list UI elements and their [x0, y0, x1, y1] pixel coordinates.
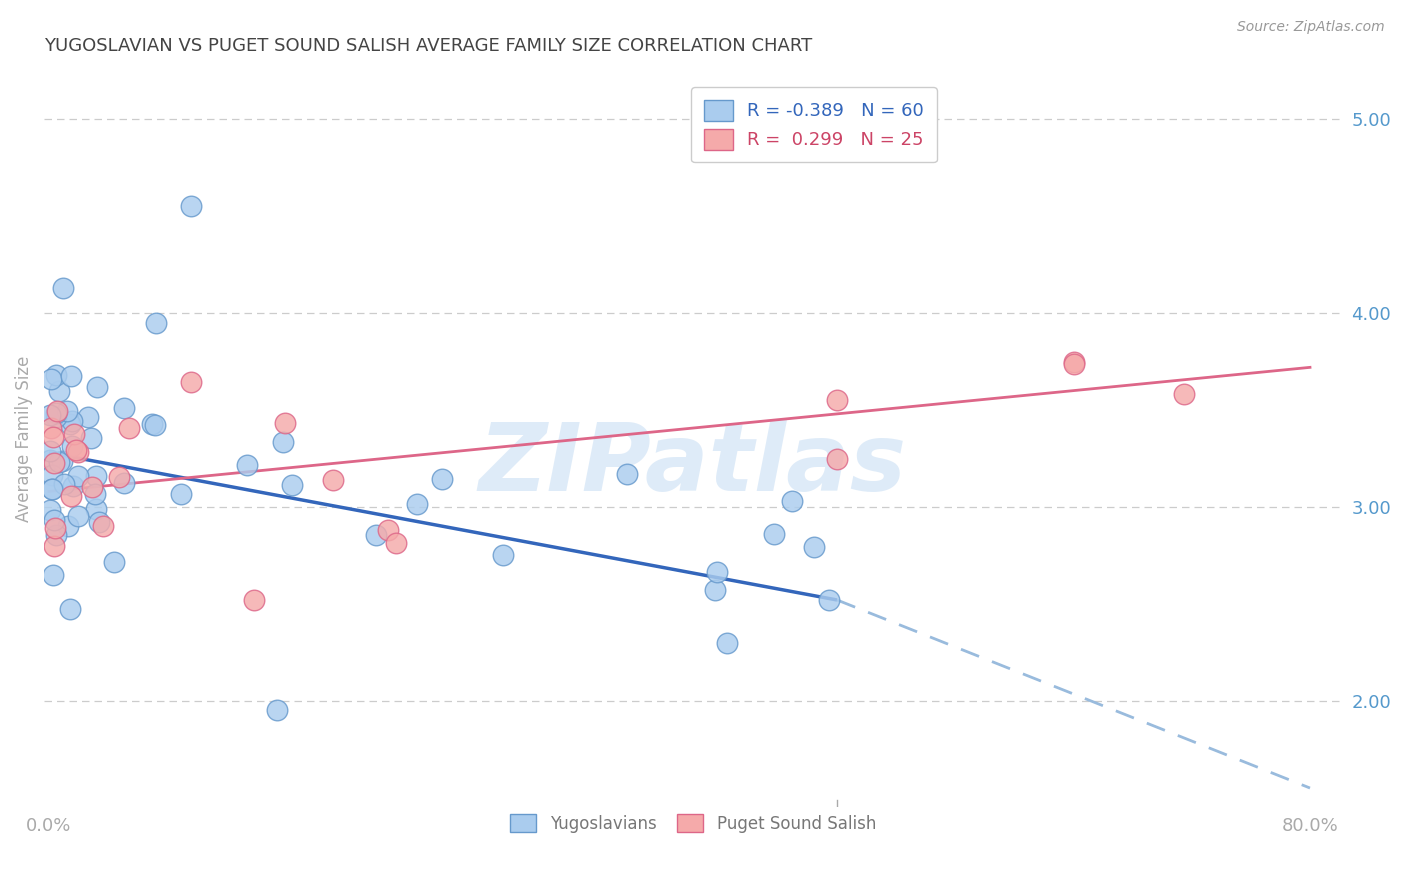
- Point: [60, 439, 83, 453]
- Text: ZIPatlas: ZIPatlas: [479, 419, 907, 511]
- Point: [42, 568, 65, 582]
- Point: [45, 527, 67, 541]
- Point: [44, 456, 66, 470]
- Point: [59, 417, 82, 431]
- Point: [107, 470, 129, 484]
- Point: [41, 482, 63, 496]
- Point: [65, 442, 87, 457]
- Point: [46, 404, 69, 418]
- Point: [41, 482, 63, 496]
- Point: [430, 472, 453, 486]
- Point: [51, 454, 73, 468]
- Point: [825, 393, 848, 408]
- Point: [143, 417, 166, 432]
- Point: [86, 469, 108, 483]
- Point: [76, 410, 98, 425]
- Point: [145, 316, 167, 330]
- Point: [56, 404, 79, 418]
- Point: [39, 444, 62, 458]
- Point: [48, 384, 70, 399]
- Point: [66, 445, 89, 459]
- Point: [1063, 357, 1085, 371]
- Point: [83, 487, 105, 501]
- Point: [405, 497, 427, 511]
- Point: [63, 427, 86, 442]
- Point: [67, 469, 90, 483]
- Point: [66, 509, 89, 524]
- Point: [82, 480, 104, 494]
- Point: [103, 556, 125, 570]
- Point: [616, 467, 638, 482]
- Point: [62, 479, 84, 493]
- Point: [818, 593, 841, 607]
- Point: [52, 281, 75, 295]
- Point: [39, 502, 62, 516]
- Point: [56, 519, 79, 533]
- Point: [87, 516, 110, 530]
- Point: [118, 421, 141, 435]
- Point: [45, 406, 67, 420]
- Point: [273, 434, 295, 449]
- Legend: Yugoslavians, Puget Sound Salish: Yugoslavians, Puget Sound Salish: [503, 807, 883, 839]
- Point: [1173, 386, 1195, 401]
- Point: [236, 458, 259, 472]
- Point: [803, 540, 825, 554]
- Point: [180, 199, 202, 213]
- Point: [45, 368, 67, 382]
- Point: [825, 452, 848, 467]
- Point: [38, 408, 60, 422]
- Point: [42, 512, 65, 526]
- Point: [141, 417, 163, 432]
- Point: [180, 375, 202, 389]
- Point: [322, 474, 344, 488]
- Point: [112, 401, 135, 415]
- Point: [60, 489, 83, 503]
- Point: [364, 528, 387, 542]
- Point: [706, 565, 728, 579]
- Point: [170, 487, 193, 501]
- Point: [52, 476, 75, 491]
- Point: [716, 635, 738, 649]
- Text: YUGOSLAVIAN VS PUGET SOUND SALISH AVERAGE FAMILY SIZE CORRELATION CHART: YUGOSLAVIAN VS PUGET SOUND SALISH AVERAG…: [44, 37, 813, 55]
- Point: [59, 601, 82, 615]
- Point: [763, 527, 786, 541]
- Point: [1063, 354, 1085, 368]
- Point: [41, 468, 63, 483]
- Point: [84, 501, 107, 516]
- Point: [703, 583, 725, 598]
- Point: [60, 414, 83, 428]
- Point: [48, 455, 70, 469]
- Point: [377, 523, 399, 537]
- Text: Source: ZipAtlas.com: Source: ZipAtlas.com: [1237, 20, 1385, 34]
- Point: [780, 494, 803, 508]
- Point: [42, 430, 65, 444]
- Point: [91, 519, 114, 533]
- Point: [266, 704, 288, 718]
- Point: [384, 535, 406, 549]
- Point: [274, 416, 297, 430]
- Point: [39, 421, 62, 435]
- Point: [112, 475, 135, 490]
- Point: [45, 409, 67, 424]
- Point: [242, 593, 264, 607]
- Point: [44, 521, 66, 535]
- Point: [79, 432, 101, 446]
- Point: [60, 368, 83, 383]
- Point: [44, 539, 66, 553]
- Y-axis label: Average Family Size: Average Family Size: [15, 356, 32, 523]
- Point: [86, 380, 108, 394]
- Point: [492, 548, 515, 562]
- Point: [38, 452, 60, 467]
- Point: [39, 372, 62, 386]
- Point: [281, 477, 304, 491]
